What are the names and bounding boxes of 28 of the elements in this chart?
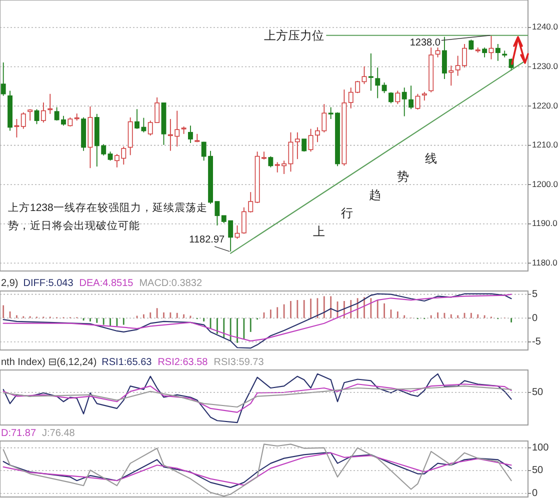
chart-title: 2,9) bbox=[1, 278, 18, 289]
text: DIFF:5.043 bbox=[23, 278, 74, 289]
y-tick-label: 1220.0 bbox=[532, 100, 558, 110]
y-tick-label: 1210.0 bbox=[532, 140, 558, 150]
y-tick-label: 0 bbox=[532, 488, 538, 499]
series-label: RSI1:65.63 bbox=[102, 357, 152, 368]
y-tick-label: 0 bbox=[532, 312, 538, 324]
y-tick-label: -5 bbox=[532, 336, 542, 348]
chart-title: nth Index) ⊟(6,12,24) bbox=[1, 357, 97, 368]
text: DEA:4.8515 bbox=[79, 278, 134, 289]
y-tick-label: 50 bbox=[532, 465, 544, 476]
y-tick-label: 1190.0 bbox=[532, 218, 558, 228]
text: RSI3:59.73 bbox=[214, 357, 264, 368]
y-tick-label: 5 bbox=[532, 288, 538, 300]
y-tick-label: 1200.0 bbox=[532, 178, 558, 189]
text: J:76.48 bbox=[42, 428, 76, 439]
text: D:71.87 bbox=[1, 428, 36, 439]
text: MACD:0.3832 bbox=[139, 278, 202, 289]
text: 上行趋势线 bbox=[313, 151, 437, 238]
annotation: 1182.97 bbox=[189, 234, 226, 246]
y-tick-label: 1240.0 bbox=[532, 22, 558, 32]
ref-line-label: 上方压力位 bbox=[264, 28, 324, 42]
y-tick-label: 100 bbox=[532, 442, 550, 454]
series-label: RSI2:63.58 bbox=[158, 357, 208, 368]
annotation: 上方1238一线存在较强阻力，延续震荡走势，近日将会出现破位可能 bbox=[8, 201, 208, 232]
y-tick-label: 1180.0 bbox=[532, 257, 558, 268]
annotation: 1238.0 bbox=[410, 37, 441, 48]
y-tick-label: 1230.0 bbox=[532, 61, 558, 72]
